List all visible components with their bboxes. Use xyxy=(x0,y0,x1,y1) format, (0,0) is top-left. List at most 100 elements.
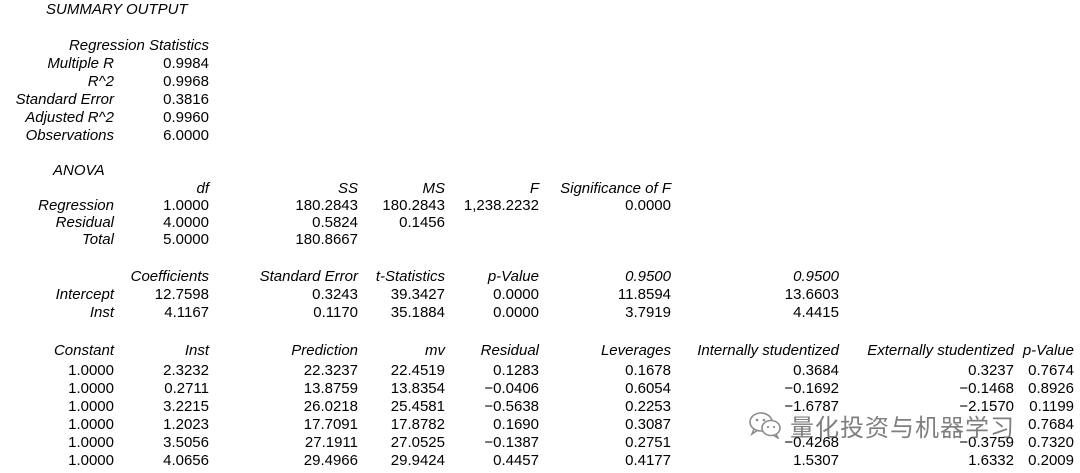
coef-cell: 12.7598 xyxy=(154,286,209,303)
summary-title: SUMMARY OUTPUT xyxy=(46,1,188,18)
residual-cell: 0.3087 xyxy=(625,416,671,433)
coef-header-p-value: p-Value xyxy=(487,268,539,285)
residual-cell: 0.6054 xyxy=(625,380,671,397)
residual-cell: 29.4966 xyxy=(303,452,358,469)
anova-row-label: Total xyxy=(82,231,114,248)
residual-cell: 1.0000 xyxy=(68,398,114,415)
regression-statistics-heading: Regression Statistics xyxy=(68,37,209,54)
regstat-value: 6.0000 xyxy=(163,127,209,144)
residual-cell: −0.1468 xyxy=(959,380,1014,397)
coef-cell: 0.1170 xyxy=(313,304,358,321)
residual-cell: 1.0000 xyxy=(68,434,114,451)
residual-cell: 13.8759 xyxy=(303,380,358,397)
residual-header: Constant xyxy=(53,342,114,359)
residual-header: Prediction xyxy=(291,342,358,359)
residual-cell: 1.6332 xyxy=(968,452,1014,469)
residual-header: mv xyxy=(425,342,445,359)
anova-cell: 1,238.2232 xyxy=(463,197,539,214)
coef-row-label: Inst xyxy=(89,304,114,321)
residual-cell: 0.2751 xyxy=(625,434,671,451)
regstat-label: Adjusted R^2 xyxy=(25,109,114,126)
residual-cell: 1.0000 xyxy=(68,362,114,379)
residual-cell: −2.1570 xyxy=(959,398,1014,415)
residual-cell: 0.4457 xyxy=(493,452,539,469)
coef-cell: 39.3427 xyxy=(390,286,445,303)
regstat-value: 0.3816 xyxy=(163,91,209,108)
anova-row-label: Regression xyxy=(38,197,114,214)
coef-cell: 3.7919 xyxy=(625,304,671,321)
watermark-text: 量化投资与机器学习 xyxy=(790,413,1015,442)
wechat-icon xyxy=(749,412,781,439)
regstat-label: Multiple R xyxy=(47,55,114,72)
residual-cell: 1.0000 xyxy=(68,380,114,397)
residual-cell: −0.0406 xyxy=(484,380,539,397)
anova-cell: 180.2843 xyxy=(382,197,445,214)
residual-cell: 25.4581 xyxy=(390,398,445,415)
residual-cell: 0.7674 xyxy=(1028,362,1074,379)
residual-cell: 27.0525 xyxy=(390,434,445,451)
coef-cell: 4.4415 xyxy=(793,304,839,321)
residual-cell: −0.5638 xyxy=(484,398,539,415)
residual-cell: 4.0656 xyxy=(163,452,209,469)
residual-cell: −0.3759 xyxy=(959,434,1014,451)
coef-header-t-statistics: t-Statistics xyxy=(375,268,445,285)
coef-header-coefficients: Coefficients xyxy=(130,268,209,285)
residual-cell: −0.1387 xyxy=(484,434,539,451)
coef-cell: 0.3243 xyxy=(312,286,358,303)
residual-cell: 13.8354 xyxy=(390,380,445,397)
regstat-value: 0.9968 xyxy=(163,73,209,90)
regstat-label: Standard Error xyxy=(15,91,114,108)
coef-header-standard-error: Standard Error xyxy=(259,268,358,285)
coef-header-upper-confidence: 0.9500 xyxy=(793,268,839,285)
anova-cell: 0.0000 xyxy=(625,197,671,214)
coef-cell: 0.0000 xyxy=(493,304,539,321)
regstat-value: 0.9984 xyxy=(163,55,209,72)
residual-header: Internally studentized xyxy=(697,342,839,359)
residual-cell: 0.7320 xyxy=(1028,434,1074,451)
residual-cell: 0.2711 xyxy=(164,380,209,397)
residual-cell: 3.2215 xyxy=(163,398,209,415)
residual-header: Leverages xyxy=(600,342,671,359)
residual-cell: 0.1678 xyxy=(625,362,671,379)
residual-cell: 29.9424 xyxy=(390,452,445,469)
coef-cell: 4.1167 xyxy=(164,304,209,321)
residual-header: p-Value xyxy=(1022,342,1074,359)
anova-cell: 180.8667 xyxy=(295,231,358,248)
residual-cell: 22.3237 xyxy=(303,362,358,379)
residual-cell: 0.1283 xyxy=(493,362,539,379)
residual-cell: 3.5056 xyxy=(163,434,209,451)
residual-cell: −0.4268 xyxy=(784,434,839,451)
anova-cell: 180.2843 xyxy=(295,197,358,214)
residual-cell: 27.1911 xyxy=(304,434,358,451)
residual-cell: −0.1692 xyxy=(784,380,839,397)
coef-row-label: Intercept xyxy=(55,286,114,303)
anova-row-label: Residual xyxy=(55,214,114,231)
residual-cell: 1.0000 xyxy=(68,452,114,469)
anova-cell: 4.0000 xyxy=(163,214,209,231)
coef-cell: 0.0000 xyxy=(493,286,539,303)
anova-heading: ANOVA xyxy=(53,162,105,179)
anova-cell: 0.1456 xyxy=(399,214,445,231)
residual-cell: 1.0000 xyxy=(68,416,114,433)
anova-header-significance: Significance of F xyxy=(560,180,671,197)
regstat-label: R^2 xyxy=(87,73,114,90)
residual-cell: 0.2253 xyxy=(625,398,671,415)
coef-cell: 11.8594 xyxy=(617,286,671,303)
residual-cell: 0.8926 xyxy=(1028,380,1074,397)
coef-cell: 35.1884 xyxy=(390,304,445,321)
anova-cell: 1.0000 xyxy=(163,197,209,214)
anova-header-ms: MS xyxy=(422,180,446,197)
coef-cell: 13.6603 xyxy=(784,286,839,303)
anova-header-ss: SS xyxy=(337,180,358,197)
anova-header-df: df xyxy=(196,180,209,197)
residual-cell: 0.3237 xyxy=(968,362,1014,379)
residual-cell: 17.7091 xyxy=(303,416,358,433)
coef-header-lower-confidence: 0.9500 xyxy=(625,268,671,285)
residual-cell: 17.8782 xyxy=(390,416,445,433)
residual-cell: 1.5307 xyxy=(793,452,839,469)
residual-cell: 1.2023 xyxy=(163,416,209,433)
residual-cell: 0.1690 xyxy=(493,416,539,433)
residual-cell: −1.6787 xyxy=(784,398,839,415)
residual-cell: 2.3232 xyxy=(163,362,209,379)
anova-header-f: F xyxy=(529,180,539,197)
